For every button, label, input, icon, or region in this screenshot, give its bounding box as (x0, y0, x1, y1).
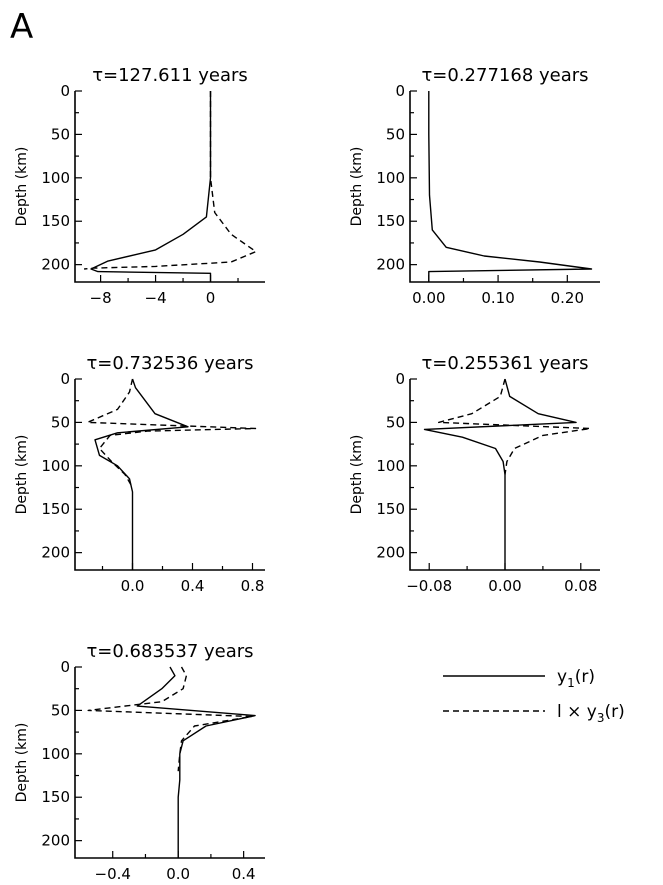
y-axis-title: Depth (km) (14, 723, 30, 803)
y-tick-label: 100 (41, 457, 70, 475)
x-tick-label: 0.0 (121, 577, 145, 595)
y-tick-label: 50 (386, 125, 405, 143)
panel-1: τ=127.611 years 0 50 100 150 200 −8 −4 0 Depth (k… (14, 65, 265, 307)
panel-title: τ=0.732536 years (86, 353, 253, 374)
legend-solid-label: y1(r) (557, 667, 595, 690)
series-line-solid (428, 91, 593, 282)
panel-2: τ=0.277168 years 0 50 100 150 200 0.00 0.10 0.20… (349, 65, 600, 307)
y-axis-title: Depth (km) (14, 147, 30, 227)
y-tick-label: 150 (376, 212, 405, 230)
y-tick-label: 0 (395, 370, 405, 388)
y-axis-title: Depth (km) (14, 435, 30, 515)
figure-label: A (10, 7, 33, 47)
axis-frame (409, 91, 600, 283)
y-tick-label: 0 (60, 82, 70, 100)
x-tick-label: 0.0 (166, 865, 190, 883)
x-tick-label: 0.20 (551, 289, 584, 307)
axis-frame (74, 667, 265, 859)
y-tick-label: 200 (41, 544, 70, 562)
series-line-solid (423, 378, 577, 570)
x-tick-label: 0.8 (241, 577, 265, 595)
x-tick-label: 0.4 (232, 865, 256, 883)
x-tick-label: 0.00 (412, 289, 445, 307)
y-tick-label: 150 (41, 212, 70, 230)
panel-4: τ=0.255361 years 0 50 100 150 200−0.08 0.00 0.0… (349, 353, 600, 595)
panel-3: τ=0.732536 years 0 50 100 150 200 0.0 0.4 0.8 Dep… (14, 353, 265, 595)
x-tick-label: −0.4 (95, 865, 131, 883)
y-axis-title: Depth (km) (349, 147, 365, 227)
y-tick-label: 0 (60, 370, 70, 388)
y-tick-label: 50 (51, 701, 70, 719)
x-tick-label: 0 (206, 289, 216, 307)
y-tick-label: 150 (41, 500, 70, 518)
y-tick-label: 150 (376, 500, 405, 518)
x-tick-label: 0.08 (564, 577, 597, 595)
series-line-solid (136, 666, 256, 858)
series-line-solid (94, 378, 189, 570)
panels: τ=127.611 years 0 50 100 150 200 −8 −4 0 Depth (k… (14, 65, 600, 883)
y-tick-label: 200 (41, 832, 70, 850)
x-tick-label: −4 (145, 289, 167, 307)
axis-frame (409, 379, 600, 571)
series-line-dashed (438, 378, 591, 475)
x-tick-label: −8 (90, 289, 112, 307)
x-tick-label: 0.10 (481, 289, 514, 307)
y-tick-label: 200 (376, 256, 405, 274)
x-tick-label: 0.00 (488, 577, 521, 595)
x-tick-label: −0.08 (406, 577, 452, 595)
y-tick-label: 0 (60, 658, 70, 676)
y-tick-label: 0 (395, 82, 405, 100)
y-tick-label: 100 (41, 745, 70, 763)
x-tick-label: 0.4 (181, 577, 205, 595)
axis-frame (74, 91, 265, 283)
series-line-solid (90, 91, 212, 282)
y-tick-label: 100 (376, 169, 405, 187)
y-tick-label: 50 (51, 125, 70, 143)
y-tick-label: 150 (41, 788, 70, 806)
y-tick-label: 50 (386, 413, 405, 431)
panel-title: τ=0.255361 years (421, 353, 588, 374)
y-tick-label: 100 (41, 169, 70, 187)
y-tick-label: 100 (376, 457, 405, 475)
y-tick-label: 200 (41, 256, 70, 274)
panel-5: τ=0.683537 years 0 50 100 150 200 −0.4 0.0 0.4 De… (14, 641, 265, 883)
axis-frame (74, 379, 265, 571)
y-tick-label: 200 (376, 544, 405, 562)
legend-dashed-label: l × y3(r) (557, 702, 625, 725)
y-tick-label: 50 (51, 413, 70, 431)
panel-title: τ=0.277168 years (421, 65, 588, 86)
panel-title: τ=0.683537 years (86, 641, 253, 662)
panel-title: τ=127.611 years (92, 65, 248, 86)
series-line-dashed (84, 91, 257, 270)
legend: y1(r) l × y3(r) (443, 667, 625, 725)
y-axis-title: Depth (km) (349, 435, 365, 515)
series-line-dashed (86, 378, 257, 488)
series-line-dashed (87, 666, 253, 772)
